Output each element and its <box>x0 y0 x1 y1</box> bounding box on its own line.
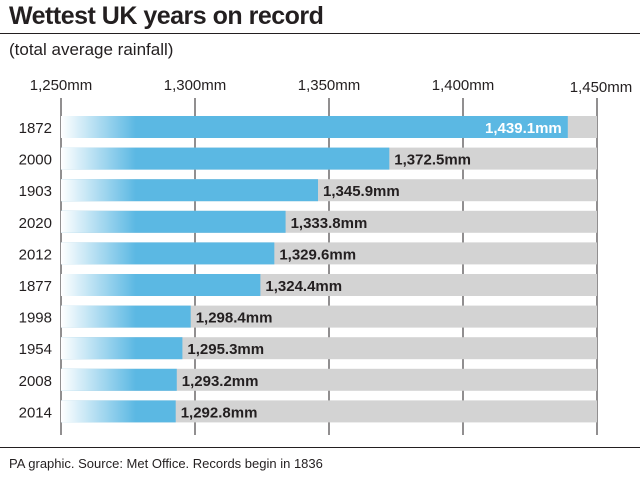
category-label: 1872 <box>19 120 52 137</box>
category-label: 1998 <box>19 310 52 327</box>
value-label: 1,292.8mm <box>181 404 258 421</box>
value-label: 1,324.4mm <box>265 278 342 295</box>
bar-row: 1998 1,298.4mm <box>19 305 597 328</box>
value-label: 1,298.4mm <box>196 310 273 327</box>
bar-fade <box>61 368 136 391</box>
value-label: 1,439.1mm <box>485 120 562 137</box>
bar-row: 2020 1,333.8mm <box>19 210 597 233</box>
title-divider <box>0 33 640 34</box>
bar-track <box>61 368 597 391</box>
value-label: 1,329.6mm <box>279 246 356 263</box>
bar-fade <box>61 210 136 233</box>
category-label: 2014 <box>19 404 52 421</box>
tick-label: 1,250mm <box>30 77 93 94</box>
value-label: 1,372.5mm <box>394 152 471 169</box>
bar-track <box>61 400 597 423</box>
bar-row: 1903 1,345.9mm <box>19 179 597 202</box>
tick-label: 1,450mm <box>570 79 633 96</box>
chart-subtitle: (total average rainfall) <box>9 40 174 59</box>
bar-track <box>61 337 597 360</box>
bar-row: 2012 1,329.6mm <box>19 242 597 265</box>
value-label: 1,293.2mm <box>182 373 259 390</box>
bar-fade <box>61 400 136 423</box>
value-label: 1,333.8mm <box>291 215 368 232</box>
bar-fade <box>61 274 136 296</box>
bar-row: 2008 1,293.2mm <box>19 368 597 391</box>
bar-fade <box>61 305 136 328</box>
category-label: 2000 <box>19 152 52 169</box>
bar-fade <box>61 116 136 138</box>
bar <box>61 147 390 170</box>
category-label: 1954 <box>19 341 52 358</box>
tick-label: 1,350mm <box>298 77 361 94</box>
bar <box>61 116 568 138</box>
value-label: 1,295.3mm <box>187 341 264 358</box>
bar-fade <box>61 242 136 265</box>
category-label: 1877 <box>19 278 52 295</box>
bar-row: 2014 1,292.8mm <box>19 400 597 423</box>
category-label: 2008 <box>19 373 52 390</box>
bar-track <box>61 305 597 328</box>
bar-row: 1954 1,295.3mm <box>19 337 597 360</box>
bar-fade <box>61 147 136 170</box>
bar-fade <box>61 337 136 360</box>
category-label: 2020 <box>19 215 52 232</box>
tick-label: 1,300mm <box>164 77 227 94</box>
chart-title: Wettest UK years on record <box>9 2 324 30</box>
value-label: 1,345.9mm <box>323 183 400 200</box>
category-label: 1903 <box>19 183 52 200</box>
bars: 1872 1,439.1mm 2000 1,372.5mm 1903 1,345.9mm 2… <box>19 116 597 423</box>
bar-row: 1877 1,324.4mm <box>19 274 597 296</box>
category-label: 2012 <box>19 246 52 263</box>
x-axis-ticks: 1,250mm 1,300mm 1,350mm 1,400mm 1,450mm <box>30 77 633 96</box>
bar-row: 2000 1,372.5mm <box>19 147 597 170</box>
bar-row: 1872 1,439.1mm <box>19 116 597 138</box>
footer-divider <box>0 447 640 448</box>
source-note: PA graphic. Source: Met Office. Records … <box>9 456 323 471</box>
bar-fade <box>61 179 136 202</box>
tick-label: 1,400mm <box>432 77 495 94</box>
